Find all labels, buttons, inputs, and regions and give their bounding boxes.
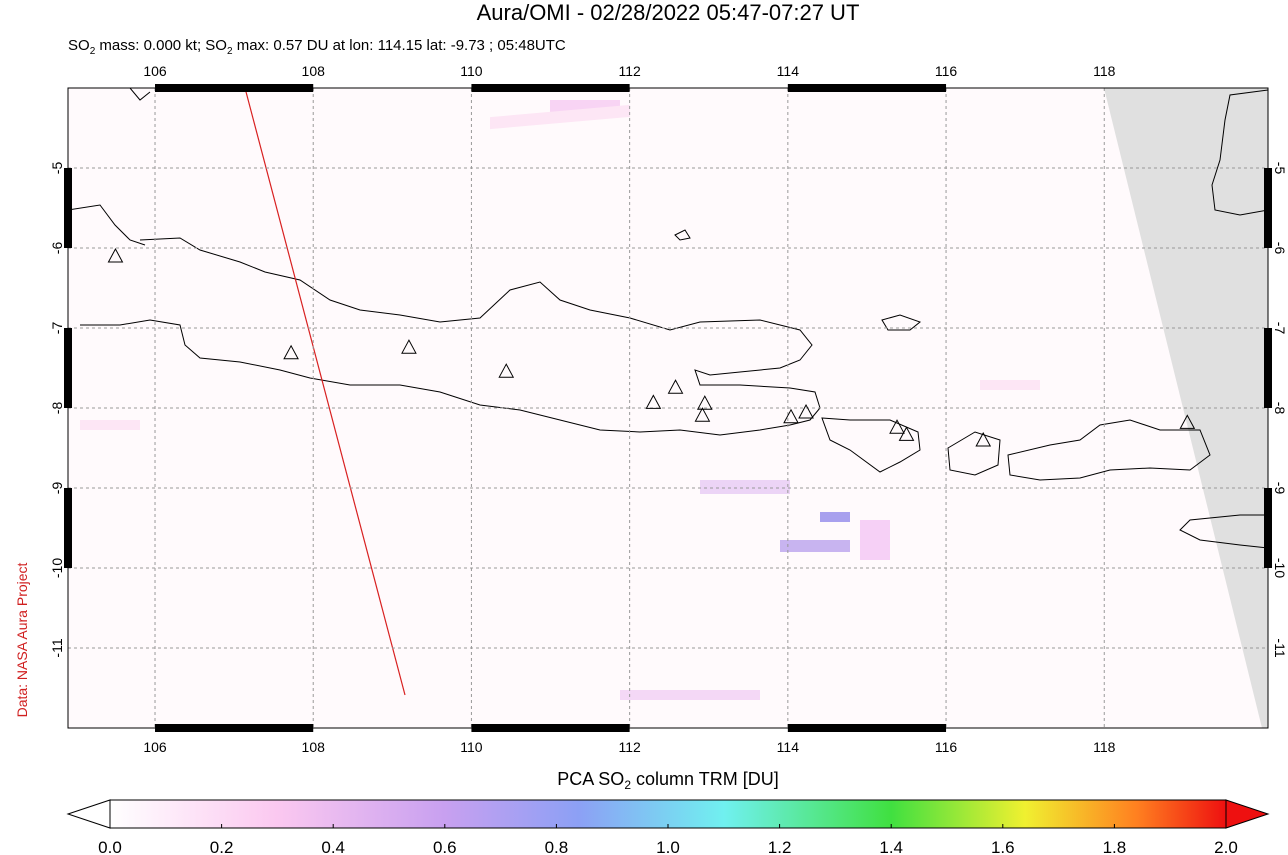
lat-label-left: -8 [49,402,65,415]
lat-label-left: -7 [49,322,65,335]
colorbar-tick-label: 0.6 [433,838,457,855]
lat-label-right: -11 [1272,638,1288,657]
orbit-track [244,88,406,696]
coastlines [68,88,1268,549]
subtitle-sub: 2 [227,46,233,57]
volcano [667,379,684,394]
colorbar-tick-label: 1.0 [656,838,680,855]
lat-label-left: -9 [49,482,65,495]
lon-label-bottom: 116 [935,739,958,755]
frame-tick [1264,328,1272,408]
lon-label-top: 114 [777,63,800,79]
lat-label-left: -11 [49,638,65,657]
colorbar-label: PCA SO2 column TRM [DU] [557,769,778,792]
colorbar-label-part: column TRM [DU] [631,769,779,789]
subtitle-part: SO [68,37,90,54]
frame-tick [64,168,72,248]
lon-label-top: 118 [1093,63,1116,79]
colorbar-over [1225,799,1270,829]
frame-tick [471,724,630,732]
lon-label-top: 108 [302,63,326,79]
lon-label-top: 110 [460,63,483,79]
lat-label-left: -5 [49,162,65,175]
lon-label-bottom: 106 [143,739,167,755]
subtitle-part: mass: 0.000 kt; SO [95,37,227,54]
volcano [645,394,662,409]
volcano [696,395,713,410]
frame-tick [787,724,947,732]
colorbar-label-sub: 2 [624,778,631,792]
lat-label-right: -7 [1272,322,1288,335]
colorbar-tick-label: 1.2 [768,838,792,855]
volcano [107,247,124,263]
frame-tick [471,84,630,92]
volcano [283,344,299,360]
volcano [898,426,915,441]
frame-tick [155,724,314,732]
subtitle-part: max: 0.57 DU at lon: 114.15 lat: -9.73 ;… [233,37,566,54]
colorbar-tick-label: 0.8 [545,838,569,855]
lat-label-right: -8 [1272,402,1288,415]
title: Aura/OMI - 02/28/2022 05:47-07:27 UT [477,0,860,25]
colorbar-tick-label: 1.6 [991,838,1015,855]
colorbar-label-part: PCA SO [557,769,624,789]
colorbar-tick-label: 1.8 [1103,838,1127,855]
lat-label-right: -5 [1272,162,1288,175]
colorbar-tick-label: 0.0 [98,838,122,855]
subtitle-sub: 2 [90,46,96,57]
lon-label-bottom: 108 [302,739,326,755]
colorbar-tick-label: 0.2 [210,838,234,855]
lon-label-top: 112 [618,63,641,79]
lat-label-left: -6 [49,242,65,255]
lon-label-bottom: 118 [1093,739,1116,755]
credit: Data: NASA Aura Project [14,562,30,717]
frame-tick [787,84,947,92]
map [68,88,1268,728]
so2-pixels [80,100,1040,700]
lat-label-right: -6 [1272,242,1288,255]
colorbar-tick-label: 2.0 [1214,838,1238,855]
lon-label-top: 116 [935,63,958,79]
frame-tick [155,84,314,92]
colorbar-tick-label: 1.4 [879,838,903,855]
lon-label-bottom: 112 [618,739,641,755]
subtitle: SO2 mass: 0.000 kt; SO2 max: 0.57 DU at … [68,37,566,57]
colorbar-under [66,799,111,829]
volcano [798,403,814,419]
volcano [889,419,905,434]
lat-label-left: -10 [49,558,65,578]
colorbar-tick-label: 0.4 [321,838,345,855]
lon-label-bottom: 114 [777,739,800,755]
volcano [694,407,711,422]
lat-label-right: -9 [1272,482,1288,495]
volcano [975,431,992,447]
volcano [498,363,515,378]
lon-label-bottom: 110 [460,739,483,755]
volcano [1179,414,1196,429]
lat-label-right: -10 [1272,558,1288,578]
frame-tick [1264,488,1272,568]
frame-tick [64,328,72,408]
lon-label-top: 106 [143,63,167,79]
colorbar [109,799,1227,829]
volcano [783,408,799,424]
volcano [401,339,417,354]
frame-tick [64,488,72,568]
frame-tick [1264,168,1272,248]
